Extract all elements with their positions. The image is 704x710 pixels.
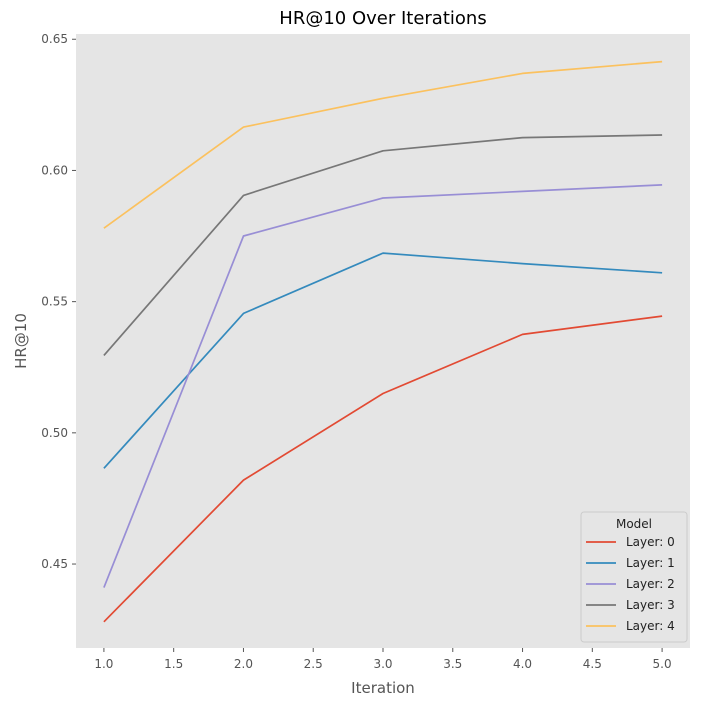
legend-label-layer-3: Layer: 3 [626,598,675,612]
x-axis-label: Iteration [351,679,415,697]
chart-title: HR@10 Over Iterations [279,8,486,29]
x-axis: 1.0 1.5 2.0 2.5 3.0 3.5 4.0 4.5 5.0 [94,648,672,671]
y-tick-label: 0.45 [41,557,68,571]
x-tick-label: 3.5 [443,657,462,671]
x-tick-label: 2.0 [234,657,253,671]
series-lines [103,60,663,623]
legend-label-layer-0: Layer: 0 [626,535,675,549]
y-axis: 0.45 0.50 0.55 0.60 0.65 [41,32,76,571]
x-tick-label: 5.0 [653,657,672,671]
x-tick-label: 4.0 [513,657,532,671]
series-line-layer-0 [103,315,663,623]
legend-title: Model [616,517,652,531]
series-line-layer-2 [103,184,663,588]
series-line-layer-1 [103,252,663,469]
y-tick-label: 0.50 [41,426,68,440]
legend-label-layer-4: Layer: 4 [626,619,675,633]
legend-box [580,511,688,643]
legend-label-layer-1: Layer: 1 [626,556,675,570]
series-line-layer-4 [103,60,663,229]
series-line-layer-3 [103,134,663,356]
x-tick-label: 2.5 [304,657,323,671]
y-axis-label: HR@10 [12,313,30,369]
y-tick-label: 0.60 [41,163,68,177]
x-tick-label: 1.0 [94,657,113,671]
x-tick-label: 4.5 [583,657,602,671]
y-tick-label: 0.65 [41,32,68,46]
legend-label-layer-2: Layer: 2 [626,577,675,591]
x-tick-label: 1.5 [164,657,183,671]
legend-items: Layer: 0 Layer: 1 Layer: 2 Layer: 3 Layer: 4 [586,535,675,633]
y-tick-label: 0.55 [41,295,68,309]
x-tick-label: 3.0 [373,657,392,671]
